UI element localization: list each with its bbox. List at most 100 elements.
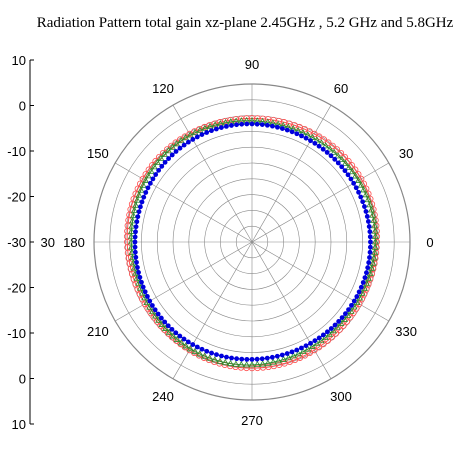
- data-point: [369, 259, 377, 266]
- data-point: [354, 294, 360, 299]
- data-point: [360, 199, 366, 205]
- data-point: [161, 150, 169, 158]
- data-point: [165, 328, 173, 335]
- data-point: [190, 342, 196, 347]
- data-point: [313, 339, 321, 347]
- data-point: [328, 326, 334, 331]
- data-point: [136, 209, 142, 215]
- angle-tick-label: 150: [87, 146, 109, 161]
- data-point: [320, 332, 326, 338]
- data-point: [182, 342, 190, 349]
- data-point: [259, 356, 265, 362]
- data-point: [158, 320, 166, 327]
- data-point: [370, 216, 378, 223]
- data-point: [254, 121, 260, 127]
- data-point: [364, 214, 370, 219]
- data-point: [351, 298, 357, 304]
- data-point: [218, 125, 224, 130]
- data-point: [232, 360, 240, 367]
- angle-tick-label: 270: [241, 413, 263, 428]
- data-point: [138, 204, 143, 210]
- data-point: [294, 347, 300, 353]
- data-point: [169, 332, 177, 339]
- data-point: [368, 264, 376, 271]
- data-point: [143, 190, 149, 195]
- data-point: [264, 359, 272, 366]
- data-point: [173, 335, 181, 342]
- data-point: [322, 142, 330, 149]
- data-point: [311, 130, 318, 138]
- data-point: [290, 352, 297, 359]
- data-point: [332, 322, 338, 328]
- data-point: [157, 154, 165, 161]
- data-point: [356, 289, 362, 295]
- angle-tick-label: 330: [395, 324, 417, 339]
- data-point: [204, 348, 210, 354]
- data-point: [169, 326, 175, 332]
- data-point: [312, 140, 318, 146]
- series-2: [132, 121, 373, 362]
- data-point: [315, 133, 323, 140]
- grid-spoke: [251, 105, 332, 243]
- data-point: [284, 351, 290, 356]
- data-point: [194, 134, 200, 140]
- data-point: [308, 340, 313, 346]
- data-point: [201, 124, 209, 131]
- radial-axis: 10 0 -10 -20 -30 -20 -10 0 10 30: [7, 53, 55, 432]
- data-point: [169, 152, 175, 158]
- data-point: [159, 163, 165, 169]
- series-0: [123, 115, 381, 372]
- data-point: [229, 123, 234, 128]
- data-point: [367, 255, 372, 260]
- data-point: [177, 339, 185, 346]
- grid-spoke: [115, 162, 253, 243]
- data-point: [332, 330, 340, 337]
- data-point: [147, 167, 155, 174]
- data-point: [133, 196, 141, 203]
- data-point: [164, 147, 172, 154]
- data-point: [299, 133, 304, 139]
- data-point: [162, 159, 168, 165]
- data-point: [368, 239, 373, 245]
- data-point: [270, 123, 275, 129]
- data-point: [130, 206, 138, 213]
- data-point: [135, 264, 140, 270]
- data-point: [234, 122, 239, 128]
- data-point: [132, 244, 138, 250]
- data-point: [336, 326, 343, 333]
- data-point: [177, 333, 183, 339]
- data-point: [186, 345, 194, 352]
- data-point: [133, 229, 138, 235]
- data-point: [324, 337, 331, 344]
- data-point: [145, 185, 151, 191]
- data-point: [199, 346, 205, 352]
- data-point: [158, 315, 164, 321]
- data-point: [367, 234, 373, 240]
- data-point: [244, 121, 250, 127]
- data-point: [360, 186, 368, 193]
- data-point: [312, 338, 318, 344]
- data-point: [279, 126, 285, 131]
- data-point: [137, 180, 144, 188]
- angle-tick-label: 180: [63, 235, 85, 250]
- data-point: [142, 289, 148, 295]
- data-point: [371, 232, 379, 240]
- chart-title: Radiation Pattern total gain xz-plane 2.…: [37, 15, 454, 31]
- grid-spoke: [251, 162, 389, 243]
- data-point: [139, 279, 144, 285]
- data-point: [353, 185, 359, 191]
- data-point: [358, 284, 364, 290]
- data-point: [367, 249, 373, 255]
- data-point: [343, 311, 348, 317]
- r-axis-tick-label: -20: [7, 190, 26, 205]
- data-point: [155, 311, 161, 317]
- data-point: [139, 181, 147, 188]
- series-line: [130, 120, 376, 366]
- data-point: [173, 149, 179, 154]
- data-point: [161, 324, 169, 331]
- data-point: [199, 132, 205, 138]
- data-point: [129, 217, 136, 224]
- data-point: [326, 145, 334, 152]
- data-point: [223, 123, 229, 129]
- data-point: [166, 156, 171, 161]
